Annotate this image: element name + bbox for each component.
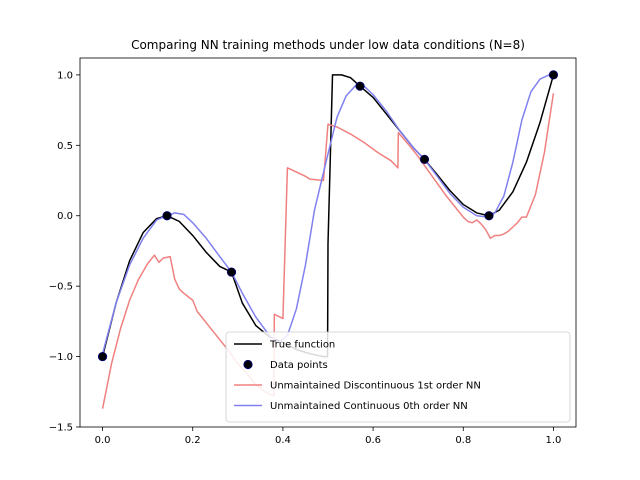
x-tick-label: 0.2 [185,435,201,446]
data-point [548,70,559,80]
series-line-unmaintained-discontinuous-1st-order-nn [101,93,555,409]
y-tick-label: −0.5 [49,282,73,293]
y-tick-label: 0.5 [57,141,73,152]
plot-frame [79,57,577,428]
legend-entry-label: Unmaintained Discontinuous 1st order NN [270,381,481,392]
data-point [355,81,365,91]
data-point [226,267,237,277]
x-tick-label: 1.0 [546,435,562,446]
chart-title: Comparing NN training methods under low … [131,38,525,52]
data-point [97,351,108,362]
x-tick-label: 0.4 [275,435,291,446]
legend-marker [243,359,253,370]
data-point [419,154,430,165]
series-line-true-function [101,74,555,358]
x-tick-label: 0.0 [95,435,111,446]
y-tick-label: 0.0 [57,211,73,222]
data-point [484,211,494,221]
x-tick-label: 0.8 [455,435,471,446]
plot-area [97,70,559,409]
data-point [162,211,172,221]
legend-entry-label: Unmaintained Continuous 0th order NN [270,401,468,412]
y-tick-label: 1.0 [57,70,73,81]
legend: True function Data points Unmaintained Dis… [225,331,571,423]
legend-entry-label: True function [269,340,335,351]
y-tick-label: −1.0 [49,352,73,363]
axes-ticks: 0.0 0.2 0.4 0.6 0.8 1.0 −1.5 −1.0 −0.5 0.0 0.5 1.0 [49,70,562,446]
y-tick-label: −1.5 [49,423,73,434]
legend-entry-label: Data points [270,360,328,371]
x-tick-label: 0.6 [365,435,381,446]
legend-frame [225,331,571,423]
series-line-unmaintained-continuous-0th-order-nn [101,74,554,354]
